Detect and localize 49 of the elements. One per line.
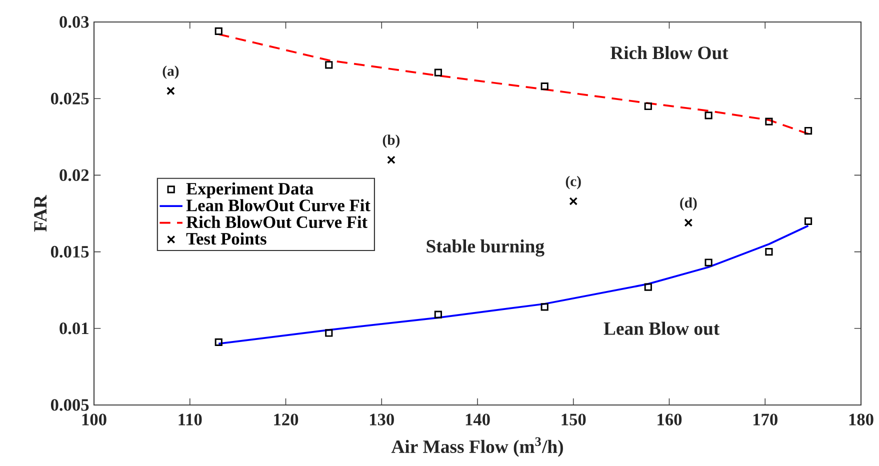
annotation: Stable burning: [426, 239, 544, 256]
point: [644, 283, 652, 291]
point: [569, 197, 578, 206]
point: [434, 68, 442, 76]
x-tick-label: 150: [562, 414, 586, 426]
annotation: (d): [680, 197, 697, 211]
x-tick-label: 120: [274, 414, 298, 426]
x-axis-title: Air Mass Flow (m$^{3}$/h): [391, 437, 563, 457]
y-tick-label: 0.025: [50, 92, 89, 104]
point: [214, 338, 222, 346]
x-tick-label: 100: [82, 414, 106, 426]
annotation: (a): [162, 66, 179, 79]
point: [704, 112, 712, 120]
y-tick-label: 0.015: [50, 246, 89, 258]
legend-label: Rich BlowOut Curve Fit: [186, 216, 368, 228]
point: [644, 102, 652, 110]
annotation: (c): [566, 176, 581, 190]
point: [804, 217, 812, 225]
x-tick-label: 110: [178, 414, 202, 426]
annotation: Rich Blow Out: [610, 46, 728, 60]
point: [540, 303, 548, 311]
point: [325, 329, 333, 337]
x-tick-label: 170: [754, 414, 778, 426]
x-tick-label: 140: [466, 414, 490, 426]
x-tick-label: 160: [658, 414, 682, 426]
point: [214, 27, 222, 35]
point: [434, 310, 442, 318]
legend-label: Test Points: [186, 232, 266, 245]
point: [765, 248, 773, 256]
point: [166, 86, 175, 96]
point: [684, 218, 693, 227]
point: [540, 82, 548, 90]
legend-label: Experiment Data: [186, 182, 314, 198]
y-tick-label: 0.005: [50, 399, 89, 411]
y-tick-label: 0.01: [60, 322, 88, 334]
annotation: Lean Blow out: [604, 322, 720, 335]
y-tick-label: 0.02: [60, 169, 89, 182]
point: [325, 61, 333, 69]
point: [804, 126, 812, 135]
y-tick-label: 0.03: [60, 16, 89, 28]
point: [704, 258, 712, 266]
point: [765, 118, 773, 126]
y-axis-title: FAR: [34, 194, 46, 232]
x-tick-label: 180: [849, 414, 874, 426]
x-tick-label: 130: [370, 414, 394, 426]
annotation: (b): [382, 134, 400, 148]
point: [387, 156, 396, 164]
legend-label: Lean BlowOut Curve Fit: [186, 199, 370, 212]
line-series: [218, 33, 810, 135]
